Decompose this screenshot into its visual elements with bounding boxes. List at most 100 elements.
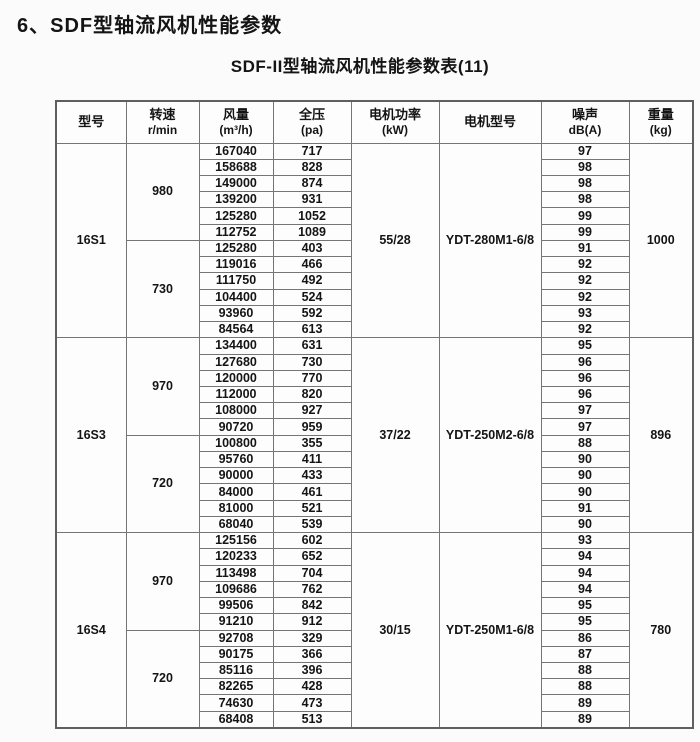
flow-cell: 125280 bbox=[198, 239, 274, 258]
flow-cell: 81000 bbox=[198, 499, 274, 517]
noise-cell: 87 bbox=[540, 645, 630, 664]
table-row: 720 100800 355 88 bbox=[56, 434, 693, 534]
col-header-weight: 重量 (kg) bbox=[628, 100, 694, 144]
noise-cell: 90 bbox=[540, 467, 630, 485]
col-header-pressure-label: 全压 bbox=[298, 107, 325, 123]
speed-cell: 970 bbox=[125, 337, 200, 436]
table-body: 16S1 980 167040 717 55/28 YDT-280M1-6/8 97 1000… bbox=[55, 142, 694, 729]
pressure-cell: 366 bbox=[272, 645, 352, 664]
pressure-cell: 396 bbox=[272, 661, 352, 680]
flow-cell: 125156 bbox=[198, 532, 274, 550]
flow-cell: 93960 bbox=[198, 304, 274, 323]
motor-cell: YDT-250M2-6/8 bbox=[438, 337, 542, 534]
fan-parameters-table: 型号 转速 r/min 风量 (m³/h) 全压 (pa) 电机功率 (kW) bbox=[55, 100, 694, 729]
noise-cell: 90 bbox=[540, 515, 630, 534]
motor-cell: YDT-280M1-6/8 bbox=[438, 142, 542, 339]
noise-cell: 98 bbox=[540, 174, 630, 193]
flow-cell: 90000 bbox=[198, 467, 274, 485]
table-row: 84564 613 92 bbox=[56, 321, 693, 339]
noise-cell: 97 bbox=[540, 402, 630, 420]
speed-cell: 730 bbox=[125, 239, 200, 339]
noise-cell: 92 bbox=[540, 288, 630, 306]
noise-cell: 96 bbox=[540, 353, 630, 371]
noise-cell: 98 bbox=[540, 191, 630, 209]
flow-cell: 82265 bbox=[198, 678, 274, 696]
col-header-speed: 转速 r/min bbox=[125, 100, 200, 144]
pressure-cell: 411 bbox=[272, 450, 352, 469]
speed-cell: 720 bbox=[125, 629, 200, 729]
table-row: 730 125280 403 91 bbox=[56, 239, 693, 339]
table-row: 81000 521 91 bbox=[56, 499, 693, 517]
flow-cell: 91210 bbox=[198, 613, 274, 631]
pressure-cell: 521 bbox=[272, 499, 352, 517]
pressure-cell: 473 bbox=[272, 694, 352, 712]
col-header-power: 电机功率 (kW) bbox=[350, 100, 440, 144]
pressure-cell: 592 bbox=[272, 304, 352, 323]
noise-cell: 86 bbox=[540, 629, 630, 647]
flow-cell: 139200 bbox=[198, 191, 274, 209]
noise-cell: 88 bbox=[540, 678, 630, 696]
flow-cell: 125280 bbox=[198, 207, 274, 225]
model-cell: 16S1 bbox=[55, 142, 127, 339]
weight-cell: 780 bbox=[628, 532, 694, 729]
pressure-cell: 842 bbox=[272, 597, 352, 615]
power-cell: 55/28 bbox=[350, 142, 440, 339]
noise-cell: 97 bbox=[540, 418, 630, 436]
flow-cell: 84000 bbox=[198, 483, 274, 501]
noise-cell: 95 bbox=[540, 597, 630, 615]
table-row: 720 92708 329 86 bbox=[56, 629, 693, 729]
pressure-cell: 704 bbox=[272, 564, 352, 582]
flow-cell: 134400 bbox=[198, 337, 274, 355]
flow-cell: 90720 bbox=[198, 418, 274, 436]
flow-cell: 109686 bbox=[198, 580, 274, 599]
pressure-cell: 730 bbox=[272, 353, 352, 371]
col-header-pressure-unit: (pa) bbox=[301, 122, 323, 137]
noise-cell: 99 bbox=[540, 223, 630, 241]
table-row: 149000 874 98 bbox=[56, 174, 693, 193]
pressure-cell: 613 bbox=[272, 321, 352, 339]
power-cell: 30/15 bbox=[350, 532, 440, 729]
noise-cell: 94 bbox=[540, 564, 630, 582]
flow-cell: 158688 bbox=[198, 158, 274, 176]
pressure-cell: 828 bbox=[272, 158, 352, 176]
noise-cell: 96 bbox=[540, 386, 630, 404]
flow-cell: 68040 bbox=[198, 515, 274, 534]
noise-cell: 89 bbox=[540, 694, 630, 712]
flow-cell: 84564 bbox=[198, 321, 274, 339]
col-header-motor: 电机型号 bbox=[438, 100, 542, 144]
pressure-cell: 461 bbox=[272, 483, 352, 501]
pressure-cell: 433 bbox=[272, 467, 352, 485]
table-row: 91210 912 95 bbox=[56, 613, 693, 631]
table-row: 16S3 970 134400 631 37/22 YDT-250M2-6/8 95 896 bbox=[55, 337, 694, 534]
noise-cell: 88 bbox=[540, 434, 630, 452]
noise-cell: 94 bbox=[540, 548, 630, 566]
flow-cell: 92708 bbox=[198, 629, 274, 647]
table-row: 112000 820 96 bbox=[56, 386, 693, 404]
col-header-flow-label: 风量 bbox=[222, 107, 249, 123]
col-header-noise: 噪声 dB(A) bbox=[540, 100, 630, 144]
noise-cell: 95 bbox=[540, 337, 630, 355]
table-row: 99506 842 95 bbox=[56, 597, 693, 615]
table-header: 型号 转速 r/min 风量 (m³/h) 全压 (pa) 电机功率 (kW) bbox=[55, 100, 694, 144]
table-row: 82265 428 88 bbox=[56, 678, 693, 696]
flow-cell: 85116 bbox=[198, 661, 274, 680]
speed-cell: 980 bbox=[125, 142, 200, 241]
col-header-flow: 风量 (m³/h) bbox=[198, 100, 274, 144]
table-row: 112752 1089 99 bbox=[56, 223, 693, 241]
col-header-power-unit: (kW) bbox=[382, 122, 408, 137]
table-row: 16S4 970 125156 602 30/15 YDT-250M1-6/8 93 780 bbox=[55, 532, 694, 729]
pressure-cell: 539 bbox=[272, 515, 352, 534]
table-row: 85116 396 88 bbox=[56, 661, 693, 680]
pressure-cell: 329 bbox=[272, 629, 352, 647]
col-header-noise-label: 噪声 bbox=[571, 107, 598, 123]
col-header-model: 型号 bbox=[55, 100, 127, 144]
pressure-cell: 912 bbox=[272, 613, 352, 631]
noise-cell: 92 bbox=[540, 256, 630, 274]
flow-cell: 120000 bbox=[198, 369, 274, 388]
noise-cell: 91 bbox=[540, 239, 630, 258]
flow-cell: 112752 bbox=[198, 223, 274, 241]
speed-cell: 720 bbox=[125, 434, 200, 534]
pressure-cell: 1089 bbox=[272, 223, 352, 241]
table-row: 90175 366 87 bbox=[56, 645, 693, 664]
